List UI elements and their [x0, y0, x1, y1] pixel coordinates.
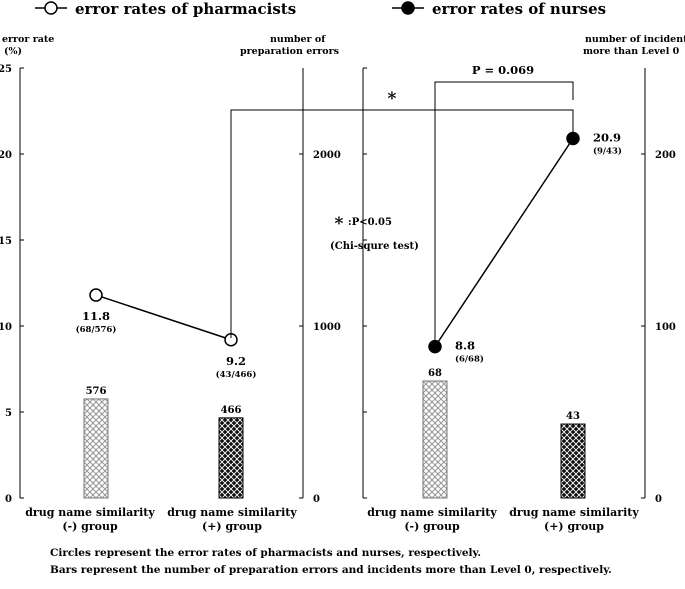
significance-annotations: * P = 0.069 * :P<0.05 (Chi-squre test)	[230, 63, 574, 345]
pharm-right-axis-title-line2: preparation errors	[240, 46, 339, 57]
nurses-right-tick-label-2: 200	[655, 150, 676, 161]
axes	[19, 68, 646, 498]
pharmacists-category-line1-1: drug name similarity	[167, 506, 297, 519]
significance-bracket-pharm-nurse	[230, 109, 574, 338]
pharmacists-right-tick-label-1: 1000	[313, 322, 341, 333]
p-value-nurses: P = 0.069	[472, 63, 534, 77]
nurses-category-line2-0: (-) group	[404, 520, 460, 533]
pharmacists-category-line1-0: drug name similarity	[25, 506, 155, 519]
nurse-right-axis-title-line2: more than Level 0	[583, 46, 680, 57]
nurses-right-tick-label-0: 0	[655, 494, 662, 505]
bars	[83, 380, 586, 499]
left-tick-label-1: 5	[5, 408, 12, 419]
nurses-rate-label-1: 20.9	[593, 131, 621, 145]
left-axis-title-line2: (%)	[4, 46, 22, 57]
left-tick-label-5: 25	[0, 64, 12, 75]
rate-lines	[89, 131, 580, 354]
legend-nurses-label: error rates of nurses	[432, 0, 606, 18]
pharmacists-bar-0	[83, 398, 109, 499]
nurses-rate-label-0: 8.8	[455, 339, 475, 353]
nurses-rate-fraction-1: (9/43)	[593, 146, 622, 157]
pharmacists-bar-label-1: 466	[221, 405, 242, 416]
left-tick-label-4: 20	[0, 150, 12, 161]
nurses-rate-fraction-0: (6/68)	[455, 354, 484, 365]
nurses-rate-line	[434, 138, 574, 348]
significance-star: *	[388, 89, 397, 109]
test-name: (Chi-squre test)	[330, 241, 419, 252]
significance-bracket-nurses	[434, 81, 574, 345]
nurses-bar-0	[422, 380, 448, 499]
notes-line-1: Circles represent the error rates of pha…	[50, 547, 482, 559]
pharmacists-bar-1	[218, 417, 244, 499]
axis-titles: error rate (%) number of preparation err…	[2, 34, 685, 57]
nurses-right-tick-label-1: 100	[655, 322, 676, 333]
pharmacists-rate-line	[95, 294, 232, 341]
pharmacists-rate-label-0: 11.8	[82, 309, 110, 323]
legend-item-pharmacists: error rates of pharmacists	[35, 0, 296, 18]
key-star: *	[335, 214, 344, 234]
pharmacists-category-line2-0: (-) group	[62, 520, 118, 533]
pharmacists-rate-fraction-0: (68/576)	[76, 324, 117, 335]
legend-pharmacists-label: error rates of pharmacists	[75, 0, 296, 18]
notes-line-2: Bars represent the number of preparation…	[50, 564, 612, 576]
pharmacists-right-tick-label-2: 2000	[313, 150, 341, 161]
left-axis-title-line1: error rate	[2, 34, 54, 45]
axis-ticks: 0 5 10 15 20 25 0 1000 2000 0 100 200	[0, 64, 676, 505]
data-labels: 576 466 11.8(68/576) 9.2(43/466) 68 43 8.8(6/6…	[76, 131, 622, 423]
nurses-category-line1-0: drug name similarity	[367, 506, 497, 519]
left-tick-label-2: 10	[0, 322, 12, 333]
nurses-bar-label-0: 68	[428, 368, 442, 379]
nurses-bar-1	[560, 423, 586, 499]
left-tick-label-0: 0	[5, 494, 12, 505]
nurses-category-line2-1: (+) group	[544, 520, 604, 533]
key-text: :P<0.05	[348, 217, 392, 228]
legend-nurses-marker	[401, 1, 415, 15]
nurse-right-axis-title-line1: number of incidents	[585, 34, 685, 45]
left-tick-label-3: 15	[0, 236, 12, 247]
pharmacists-rate-fraction-1: (43/466)	[216, 369, 257, 380]
pharmacists-rate-label-1: 9.2	[226, 354, 246, 368]
nurses-rate-point-1	[566, 131, 580, 146]
nurses-bar-label-1: 43	[566, 411, 580, 422]
pharmacists-right-tick-label-0: 0	[313, 494, 320, 505]
pharmacists-bar-label-0: 576	[86, 386, 107, 397]
nurses-category-line1-1: drug name similarity	[509, 506, 639, 519]
legend-item-nurses: error rates of nurses	[392, 0, 606, 18]
pharmacists-rate-point-0	[89, 288, 103, 302]
legend-pharmacists-marker	[44, 1, 58, 15]
legend: error rates of pharmacists error rates o…	[35, 0, 606, 18]
pharm-right-axis-title-line1: number of	[270, 34, 326, 45]
pharmacists-category-line2-1: (+) group	[202, 520, 262, 533]
figure-notes: Circles represent the error rates of pha…	[50, 545, 612, 579]
